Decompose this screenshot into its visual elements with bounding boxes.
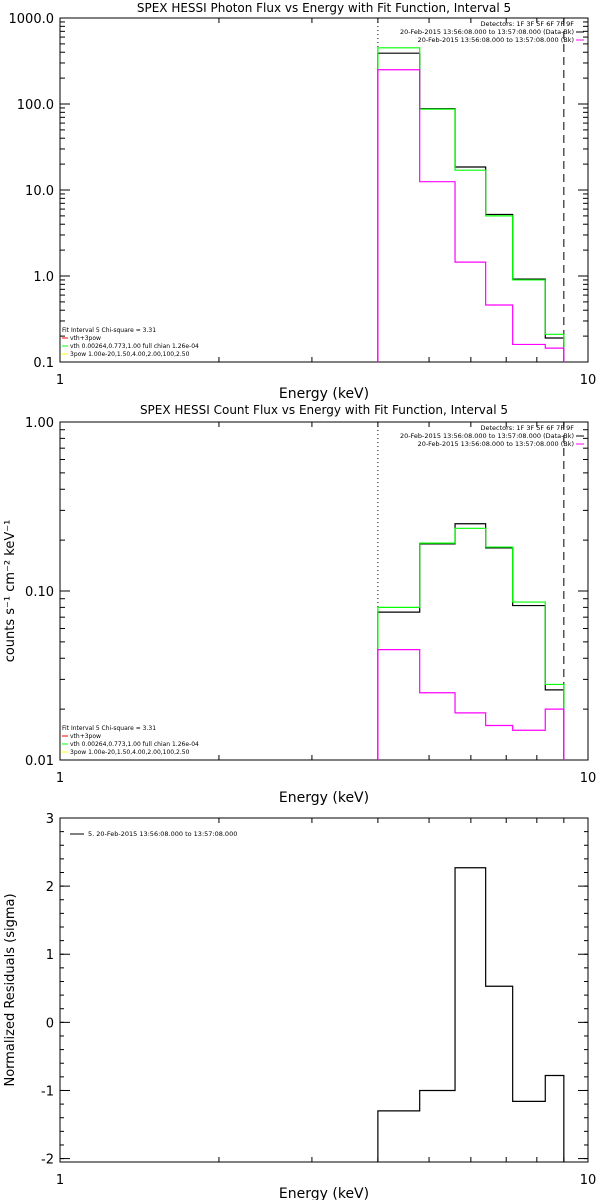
series-line — [377, 523, 565, 760]
y-tick-label: 1 — [46, 948, 54, 963]
x-axis-label: Energy (keV) — [279, 790, 369, 806]
legend-entry-text: Fit Interval 5 Chi-square = 3.31 — [62, 327, 156, 334]
series-line — [377, 47, 565, 362]
series-line — [377, 69, 565, 362]
count-flux-panel: SPEX HESSI Count Flux vs Energy with Fit… — [3, 403, 596, 806]
x-axis-label: Energy (keV) — [279, 386, 369, 402]
y-axis-label: counts s⁻¹ cm⁻² keV⁻¹ — [3, 520, 18, 663]
legend-entry-text: Detectors: 1F 3F 5F 6F 7F 9F — [480, 424, 574, 432]
x-tick-label: 10 — [580, 1173, 597, 1188]
legend-entry-text: 20-Feb-2015 13:56:08.000 to 13:57:08.000… — [418, 36, 574, 44]
plot-frame — [59, 817, 589, 1163]
x-tick-label: 1 — [56, 373, 64, 388]
series-line — [377, 527, 565, 760]
series-line — [377, 867, 565, 1162]
legend-entry-text: 20-Feb-2015 13:56:08.000 to 13:57:08.000… — [400, 432, 574, 440]
legend-entry-text: 20-Feb-2015 13:56:08.000 to 13:57:08.000… — [418, 440, 574, 448]
legend-entry-text: vth 0.00264,0.773,1.00 full chian 1.26e-… — [70, 343, 199, 350]
legend-entry-text: vth+3pow — [70, 335, 101, 342]
y-axis-label: Normalized Residuals (sigma) — [3, 893, 18, 1086]
legend-entry-text: 20-Feb-2015 13:56:08.000 to 13:57:08.000… — [400, 28, 574, 36]
x-tick-label: 1 — [56, 771, 64, 786]
y-tick-label: -1 — [41, 1084, 54, 1099]
x-axis-label: Energy (keV) — [279, 1186, 369, 1200]
y-tick-label: 3 — [46, 812, 54, 827]
y-tick-label: 100.0 — [17, 98, 54, 113]
photon-flux-panel: SPEX HESSI Photon Flux vs Energy with Fi… — [9, 1, 597, 402]
y-tick-label: 1.00 — [25, 416, 54, 431]
series-line — [377, 52, 565, 362]
y-tick-label: 0.10 — [25, 585, 54, 600]
legend-entry-text: vth+3pow — [70, 733, 101, 740]
legend-entry-text: 3pow 1.00e-20,1.50,4.00,2.00,100,2.50 — [70, 351, 190, 358]
chart-title: SPEX HESSI Count Flux vs Energy with Fit… — [140, 403, 508, 417]
series-line — [377, 649, 565, 760]
y-tick-label: 2 — [46, 880, 54, 895]
legend-entry-text: Fit Interval 5 Chi-square = 3.31 — [62, 725, 156, 732]
legend-entry-text: 5. 20-Feb-2015 13:56:08.000 to 13:57:08.… — [88, 830, 237, 838]
y-tick-label: -2 — [41, 1153, 54, 1168]
x-tick-label: 10 — [580, 771, 597, 786]
y-tick-label: 0.01 — [25, 754, 54, 769]
y-tick-label: 0 — [46, 1016, 54, 1031]
y-tick-label: 1.0 — [33, 270, 54, 285]
x-tick-label: 10 — [580, 373, 597, 388]
y-tick-label: 10.0 — [25, 184, 54, 199]
chart-title: SPEX HESSI Photon Flux vs Energy with Fi… — [137, 1, 511, 15]
y-tick-label: 1000.0 — [9, 12, 55, 27]
y-tick-label: 0.1 — [33, 356, 54, 371]
plot-frame — [59, 17, 589, 363]
legend-entry-text: vth 0.00264,0.773,1.00 full chian 1.26e-… — [70, 741, 199, 748]
plot-frame — [59, 421, 589, 761]
legend-entry-text: 3pow 1.00e-20,1.50,4.00,2.00,100,2.50 — [70, 749, 190, 756]
legend-entry-text: Detectors: 1F 3F 5F 6F 7F 9F — [480, 20, 574, 28]
x-tick-label: 1 — [56, 1173, 64, 1188]
